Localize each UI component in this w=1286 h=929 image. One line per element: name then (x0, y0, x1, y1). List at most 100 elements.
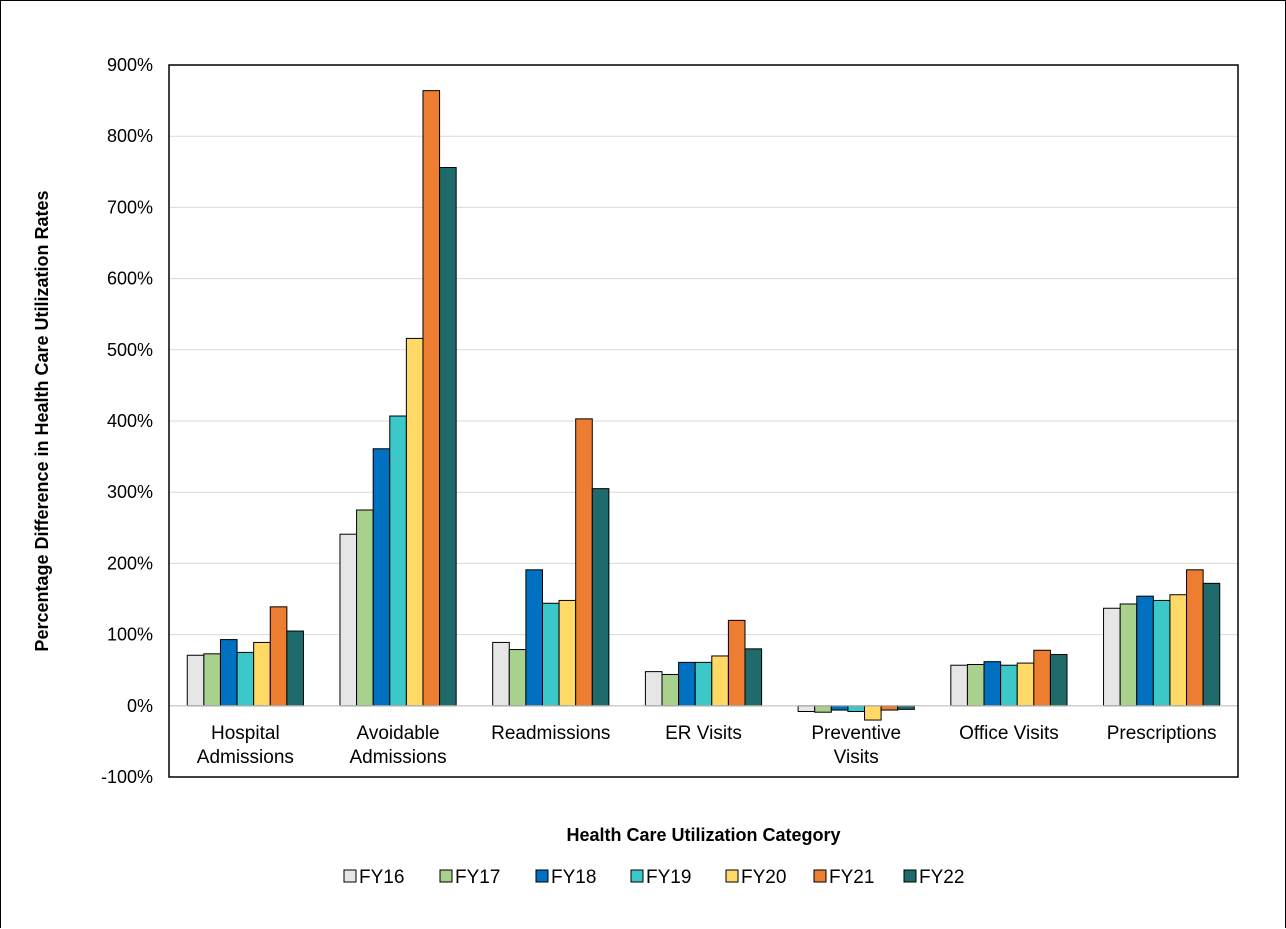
bar-fy19-2 (541, 602, 560, 707)
bar-fy22-1 (439, 167, 457, 707)
bar-fy18-3 (678, 661, 696, 707)
legend-item-fy22: FY22 (903, 867, 964, 888)
bars (186, 90, 1221, 721)
bar-fy17-1 (356, 509, 374, 707)
bar-fy17-0 (203, 653, 221, 707)
category-label: Hospital (211, 723, 280, 744)
bar-fy20-5 (1016, 662, 1035, 707)
y-tick-labels: -100% 0% 100% 200% 300% 400% 500% 600% 700% 800% 9… (101, 55, 153, 787)
legend: FY16 FY17 FY18 FY19 FY20 FY21 FY22 (343, 867, 964, 888)
bar-fy19-5 (1000, 664, 1018, 707)
bar-fy20-2 (558, 599, 577, 707)
y-tick-label: 200% (107, 553, 153, 573)
bar-fy22-6 (1202, 582, 1221, 707)
legend-item-fy18: FY18 (535, 867, 596, 888)
bar-fy22-2 (591, 488, 610, 707)
category-label: Visits (834, 747, 879, 768)
legend-item-fy17: FY17 (439, 867, 500, 888)
category-labels: Hospital Admissions Avoidable Admissions Rea… (197, 723, 1217, 768)
y-tick-label: 600% (107, 269, 153, 289)
legend-label: FY16 (359, 867, 404, 888)
category-label: Office Visits (959, 723, 1059, 744)
bar-fy19-4 (847, 705, 866, 712)
legend-swatch (343, 869, 357, 883)
category-label: Readmissions (491, 723, 610, 744)
bar-fy21-5 (1033, 649, 1051, 707)
bar-fy18-5 (983, 661, 1002, 707)
bar-fy19-0 (236, 651, 255, 707)
bar-fy19-1 (389, 415, 407, 707)
bar-fy16-1 (339, 533, 358, 707)
y-tick-label: -100% (101, 767, 153, 787)
bar-fy18-0 (219, 639, 238, 707)
y-tick-label: 400% (107, 411, 153, 431)
bar-fy20-6 (1169, 594, 1188, 707)
bar-fy18-1 (372, 448, 391, 707)
gridlines (169, 135, 1238, 636)
bar-fy21-6 (1186, 569, 1204, 707)
bar-fy18-6 (1136, 595, 1154, 707)
bar-fy20-1 (405, 337, 424, 707)
bar-fy17-6 (1119, 603, 1138, 707)
bar-fy22-3 (744, 648, 763, 707)
y-tick-label: 500% (107, 340, 153, 360)
legend-label: FY22 (919, 867, 964, 888)
bar-fy16-3 (644, 671, 663, 707)
category-label: Preventive (811, 723, 901, 744)
bar-fy18-4 (830, 705, 849, 711)
bar-fy16-5 (950, 664, 968, 707)
plot-area-border (168, 64, 1239, 778)
bar-fy20-3 (711, 655, 729, 707)
legend-swatch (725, 869, 739, 883)
x-axis-title: Health Care Utilization Category (566, 825, 840, 845)
y-tick-label: 0% (127, 696, 153, 716)
y-tick-label: 300% (107, 482, 153, 502)
legend-item-fy16: FY16 (343, 867, 404, 888)
bar-fy22-5 (1049, 654, 1068, 707)
legend-swatch (535, 869, 549, 883)
legend-item-fy21: FY21 (813, 867, 874, 888)
legend-swatch (439, 869, 453, 883)
bar-fy21-3 (727, 619, 746, 707)
bar-fy19-3 (694, 661, 713, 707)
bar-fy21-2 (575, 418, 593, 707)
bar-fy16-4 (797, 705, 816, 712)
category-label: ER Visits (665, 723, 742, 744)
category-label: Prescriptions (1107, 723, 1217, 744)
bar-fy19-6 (1152, 599, 1171, 707)
legend-swatch (630, 869, 644, 883)
bar-fy21-0 (269, 606, 288, 707)
bar-fy22-0 (286, 630, 304, 707)
bar-fy17-4 (814, 705, 832, 713)
category-label: Admissions (197, 747, 294, 768)
y-tick-label: 800% (107, 126, 153, 146)
legend-swatch (813, 869, 827, 883)
legend-label: FY17 (455, 867, 500, 888)
y-axis-title: Percentage Difference in Health Care Uti… (32, 190, 52, 651)
legend-item-fy20: FY20 (725, 867, 786, 888)
bar-fy17-2 (508, 649, 527, 707)
legend-label: FY18 (551, 867, 596, 888)
bar-fy17-3 (661, 673, 680, 707)
bar-fy18-2 (525, 569, 543, 707)
legend-label: FY19 (646, 867, 691, 888)
legend-label: FY21 (829, 867, 874, 888)
legend-swatch (903, 869, 917, 883)
y-tick-label: 100% (107, 625, 153, 645)
category-label: Avoidable (357, 723, 440, 744)
bar-fy17-5 (966, 664, 985, 707)
bar-fy16-0 (186, 654, 205, 707)
category-label: Admissions (349, 747, 446, 768)
bar-fy20-4 (864, 705, 882, 721)
bar-fy21-1 (422, 90, 441, 707)
bar-fy20-0 (253, 641, 271, 707)
y-tick-label: 700% (107, 197, 153, 217)
y-tick-label: 900% (107, 55, 153, 75)
bar-fy16-6 (1103, 607, 1121, 707)
bar-fy21-4 (880, 705, 899, 711)
legend-label: FY20 (741, 867, 786, 888)
bar-fy16-2 (492, 641, 510, 707)
legend-item-fy19: FY19 (630, 867, 691, 888)
